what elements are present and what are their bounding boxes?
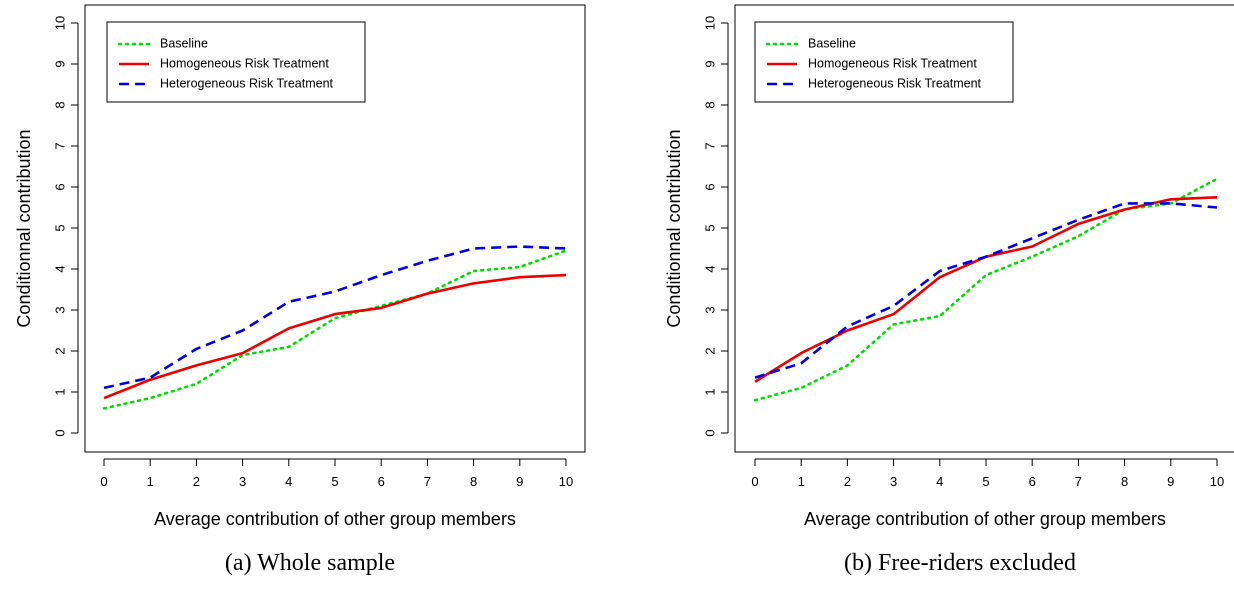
y-tick-label: 6 [702,183,717,190]
legend-entry: Homogeneous Risk Treatment [808,56,977,70]
legend-entry: Baseline [808,36,856,50]
panel-a-whole-sample: 0 1 2 3 4 5 6 7 8 9 10 0 1 2 3 4 5 6 7 8 9 10 Average contribu… [14,4,586,576]
y-tick-label: 9 [52,60,67,67]
y-tick-label: 8 [702,101,717,108]
series-line-homogeneous-risk-treatment [754,196,1218,383]
x-tick-label: 5 [331,474,338,489]
y-tick-label: 0 [52,429,67,436]
x-tick-label: 1 [798,474,805,489]
legend-entry: Heterogeneous Risk Treatment [808,76,982,90]
y-tick-label: 7 [702,142,717,149]
x-tick-label: 10 [1210,474,1224,489]
x-tick-label: 4 [285,474,292,489]
legend-box [754,21,1014,103]
x-tick-label: 4 [936,474,943,489]
series-line-homogeneous-risk-treatment [103,273,567,400]
y-tick-label: 4 [702,265,717,272]
x-tick-label: 0 [100,474,107,489]
legend-entry: Heterogeneous Risk Treatment [160,76,334,90]
y-tick-label: 3 [52,306,67,313]
legend-entry: Baseline [160,36,208,50]
y-axis-label: Conditionnal contribution [14,129,34,327]
series-line-baseline [102,249,568,410]
x-tick-label: 8 [1121,474,1128,489]
x-tick-label: 9 [1167,474,1174,489]
x-tick-label: 10 [559,474,573,489]
x-tick-label: 2 [844,474,851,489]
x-tick-label: 6 [1029,474,1036,489]
legend-box [106,21,366,103]
panel-b-free-riders-excluded: 0 1 2 3 4 5 6 7 8 9 10 0 1 2 3 4 5 6 7 8 9 10 Average contribu… [664,4,1234,576]
y-tick-label: 0 [702,429,717,436]
x-tick-label: 3 [239,474,246,489]
y-tick-label: 4 [52,265,67,272]
y-tick-label: 9 [702,60,717,67]
x-tick-label: 8 [470,474,477,489]
x-tick-label: 7 [1075,474,1082,489]
legend: Baseline Homogeneous Risk Treatment Hetero… [754,21,1014,103]
x-tick-label: 0 [751,474,758,489]
plot-frame [84,4,586,453]
x-tick-label: 9 [516,474,523,489]
y-tick-label: 7 [52,142,67,149]
y-tick-label: 2 [52,347,67,354]
y-tick-label: 10 [52,16,67,30]
x-tick-label: 6 [378,474,385,489]
series-line-heterogeneous-risk-treatment [754,202,1218,379]
y-tick-label: 2 [702,347,717,354]
legend: Baseline Homogeneous Risk Treatment Hetero… [106,21,366,103]
x-axis-label: Average contribution of other group memb… [804,509,1166,529]
series-line-baseline [753,177,1219,402]
x-tick-label: 1 [147,474,154,489]
x-tick-label: 7 [424,474,431,489]
figure-caption: (b) Free-riders excluded [844,550,1076,576]
legend-entry: Homogeneous Risk Treatment [160,56,329,70]
y-tick-label: 1 [702,388,717,395]
y-axis-label: Conditionnal contribution [664,129,684,327]
figure-caption: (a) Whole sample [225,550,395,576]
y-tick-label: 5 [702,224,717,231]
x-tick-label: 5 [982,474,989,489]
x-tick-label: 3 [890,474,897,489]
y-tick-label: 5 [52,224,67,231]
plot-frame [734,4,1234,453]
y-tick-label: 8 [52,101,67,108]
series-line-heterogeneous-risk-treatment [103,245,567,390]
x-tick-label: 2 [193,474,200,489]
y-tick-label: 10 [702,16,717,30]
x-axis-label: Average contribution of other group memb… [154,509,516,529]
y-tick-label: 1 [52,388,67,395]
y-tick-label: 6 [52,183,67,190]
y-tick-label: 3 [702,306,717,313]
